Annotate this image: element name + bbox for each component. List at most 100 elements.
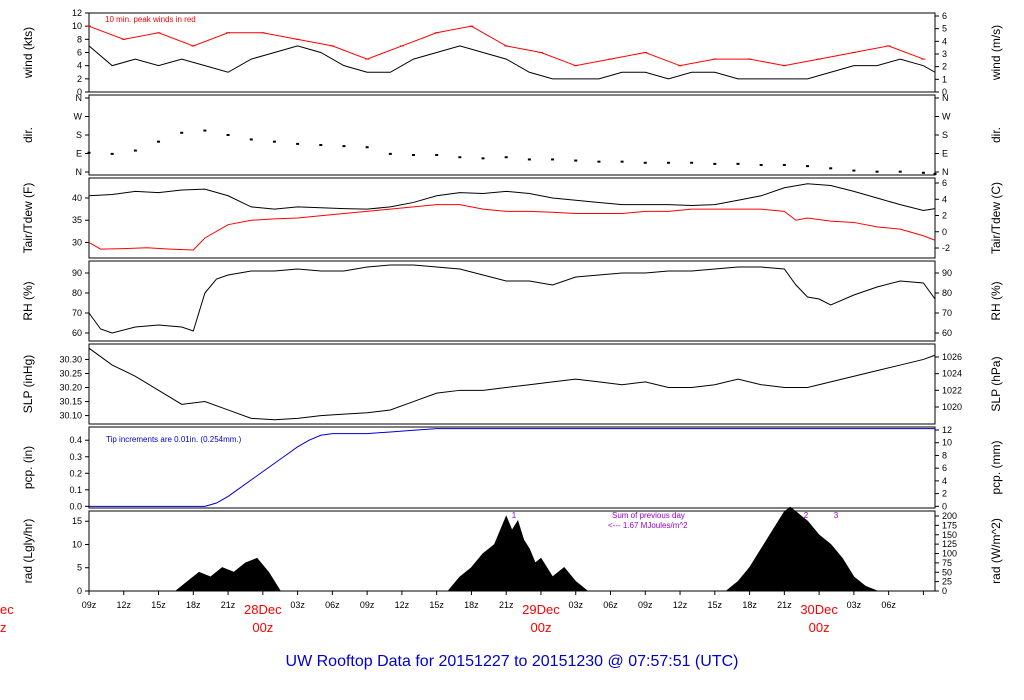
direction-point [620, 160, 624, 163]
direction-point [690, 161, 694, 164]
y-axis-label-left: dir. [21, 127, 35, 143]
panel-slp: SLP (inHg) SLP (hPa) 30.10 30.15 30.20 30.25 3… [21, 343, 1003, 425]
y-tick-label: 30 [72, 237, 82, 247]
y-axis-label-right: RH (%) [989, 281, 1003, 320]
panel-frame [88, 426, 936, 509]
y-tick-label: 30.10 [59, 411, 82, 421]
y-tick-label: 10 [72, 539, 82, 549]
direction-point [759, 164, 763, 166]
y-tick-label: 0.3 [69, 452, 82, 462]
x-tick-label: 18z [742, 600, 757, 610]
direction-point [806, 165, 810, 168]
y-tick-label: 90 [72, 268, 82, 278]
direction-point [319, 144, 323, 146]
y-axis-label-left: wind (kts) [21, 27, 35, 79]
y-tick-label: 1026 [942, 352, 962, 362]
y-tick-label: 10 [72, 21, 82, 31]
direction-point [921, 171, 925, 174]
x-tick-label: 03z [847, 600, 862, 610]
direction-point [458, 156, 462, 159]
direction-point [551, 158, 555, 161]
direction-point [342, 145, 346, 148]
y-tick-label: S [942, 130, 948, 140]
y-axis-label-right: SLP (hPa) [989, 356, 1003, 411]
rad-annotation-line1: Sum of previous day [612, 511, 685, 520]
x-tick-label: 03z [290, 600, 305, 610]
x-tick-label: 21z [777, 600, 792, 610]
y-tick-label: 150 [942, 530, 957, 540]
x-tick-label: 21z [499, 600, 514, 610]
y-tick-label: 6 [942, 463, 947, 473]
panel-pcp: pcp. (in) pcp. (mm) 0.0 0.1 0.2 0.3 0.4 0 2 4 6 8 10… [21, 425, 1003, 511]
y-tick-label: 70 [72, 308, 82, 318]
x-tick-label: 12z [395, 600, 410, 610]
x-tick-label: 12z [673, 600, 688, 610]
direction-point [666, 161, 670, 164]
y-tick-label: 80 [72, 288, 82, 298]
direction-point [481, 157, 485, 160]
y-axis-label-right: wind (m/s) [989, 25, 1003, 81]
direction-point [110, 152, 114, 155]
direction-point [411, 154, 415, 156]
y-tick-label: 40 [72, 193, 82, 203]
y-tick-label: 125 [942, 539, 957, 549]
y-tick-label: 15 [72, 516, 82, 526]
direction-point [365, 146, 369, 149]
x-tick-label: 21z [221, 600, 236, 610]
y-axis-label-left: Tair/Tdew (F) [21, 183, 35, 254]
direction-point [574, 159, 578, 162]
panel-temp: Tair/Tdew (F) Tair/Tdew (C) 30 35 40 -2 0 2 4 6 [21, 177, 1003, 259]
y-tick-label: E [942, 149, 948, 159]
direction-point [296, 142, 300, 145]
clipped-day-date: ec [0, 602, 14, 617]
panel-rad: rad (Lgly/hr) rad (W/m^2)0510150255075100… [21, 506, 1003, 596]
y-tick-label: 1020 [942, 402, 962, 412]
y-tick-label: N [76, 93, 83, 103]
radiation-area [89, 506, 935, 592]
y-axis-label-right: pcp. (mm) [989, 440, 1003, 494]
y-tick-label: -2 [942, 243, 950, 253]
y-tick-label: 0.2 [69, 468, 82, 478]
x-tick-label: 15z [429, 600, 444, 610]
y-tick-label: 6 [942, 11, 947, 21]
y-tick-label: 0 [77, 87, 82, 97]
y-tick-label: E [76, 149, 82, 159]
panel-frame [88, 343, 936, 425]
direction-point [249, 138, 253, 141]
direction-point [388, 152, 392, 155]
y-tick-label: 90 [942, 268, 952, 278]
x-tick-label: 06z [603, 600, 618, 610]
y-axis-label-left: rad (Lgly/hr) [21, 519, 35, 584]
y-axis-label-left: RH (%) [21, 281, 35, 320]
y-tick-label: N [942, 93, 949, 103]
direction-point [829, 167, 833, 170]
y-tick-label: 4 [942, 476, 947, 486]
y-tick-label: N [76, 167, 83, 177]
x-tick-label: 15z [708, 600, 723, 610]
day-time-label: 00z [530, 620, 551, 635]
direction-point [643, 161, 647, 164]
direction-point [87, 151, 91, 154]
direction-point [527, 158, 531, 161]
y-tick-label: S [76, 130, 82, 140]
direction-point [933, 172, 937, 175]
y-tick-label: 60 [942, 328, 952, 338]
y-tick-label: 200 [942, 511, 957, 521]
y-tick-label: 80 [942, 288, 952, 298]
y-tick-label: 6 [942, 178, 947, 188]
y-axis-label-right: dir. [989, 127, 1003, 143]
y-tick-label: 8 [942, 450, 947, 460]
y-tick-label: 6 [77, 48, 82, 58]
x-tick-label: 09z [360, 600, 375, 610]
direction-point [898, 170, 902, 173]
y-tick-label: 1024 [942, 369, 962, 379]
y-tick-label: 175 [942, 520, 957, 530]
series-line-slp [88, 347, 936, 421]
rad-day-label: 1 [512, 511, 517, 520]
direction-point [782, 164, 786, 166]
day-date-label: 28Dec [244, 602, 282, 617]
y-tick-label: 30.15 [59, 397, 82, 407]
